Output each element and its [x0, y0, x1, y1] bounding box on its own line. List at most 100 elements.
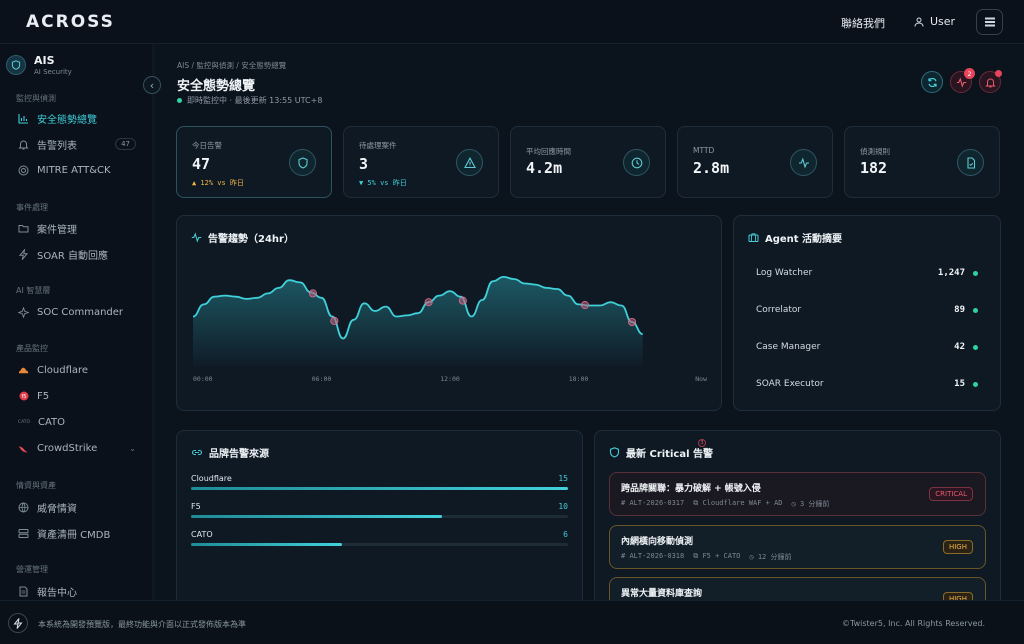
contact-link[interactable]: 聯絡我們 — [841, 17, 885, 30]
agent-status-dot — [973, 307, 978, 313]
brand-name: Cloudflare — [191, 474, 232, 483]
brand-row-f5[interactable]: F5 10 — [191, 502, 568, 518]
alert-trend-chart[interactable]: 00:00 06:00 12:00 18:00 Now — [177, 216, 723, 412]
alert-spike-point[interactable] — [330, 316, 339, 325]
alert-trend-title-text: 告警趨勢（24hr） — [208, 234, 294, 245]
nav-item-mitre[interactable]: MITRE ATT&CK — [18, 162, 136, 178]
nav-item-cato[interactable]: CATO CATO — [18, 414, 136, 430]
kpi-value: 3 — [359, 155, 369, 173]
alert-time: ◷ 3 分鐘前 — [791, 500, 830, 508]
brand-progress-fill — [191, 487, 568, 490]
kpi-card-mttd[interactable]: MTTD 2.8m — [677, 126, 833, 198]
brand-progress-track — [191, 515, 568, 518]
alert-meta: # ALT-2026-0317 ⧉ Cloudflare WAF + AD ◷ … — [621, 499, 829, 509]
hamburger-icon — [984, 21, 995, 23]
nav-item-case-management[interactable]: 案件管理 — [18, 220, 136, 236]
nav-item-label: CrowdStrike — [37, 442, 98, 454]
alert-source: ⧉ F5 + CATO — [693, 552, 741, 560]
nav-item-threat-intel[interactable]: 威脅情資 — [18, 499, 136, 515]
agent-status-dot — [973, 381, 978, 387]
nav-item-security-overview[interactable]: 安全態勢總覽 — [18, 110, 136, 126]
critical-alerts-title-text: 最新 Critical 告警 — [626, 449, 713, 460]
x-tick-label: 18:00 — [569, 375, 589, 383]
bolt-icon[interactable] — [8, 613, 28, 633]
kpi-label: 待處理案件 — [359, 141, 397, 150]
kpi-value: 47 — [192, 155, 211, 173]
folder-icon — [18, 223, 29, 234]
activity-count-badge: 2 — [964, 68, 975, 79]
sidebar-scrollbar[interactable] — [152, 44, 155, 600]
user-menu[interactable]: User — [914, 15, 955, 28]
nav-item-cloudflare[interactable]: Cloudflare — [18, 362, 136, 378]
critical-alert-item[interactable]: 內網橫向移動偵測 # ALT-2026-0318 ⧉ F5 + CATO ◷ 1… — [609, 525, 986, 569]
kpi-card-today-alerts[interactable]: 今日告警 47 ▲ 12% vs 昨日 — [176, 126, 332, 198]
kpi-card-avg-response[interactable]: 平均回應時間 4.2m — [510, 126, 666, 198]
activity-button[interactable]: 2 — [950, 68, 975, 93]
kpi-value: 4.2m — [526, 159, 563, 177]
brand-count: 6 — [563, 530, 568, 539]
agent-name: Correlator — [756, 305, 802, 315]
agent-row-log-watcher[interactable]: Log Watcher 1,247 — [756, 266, 978, 280]
nav-item-crowdstrike[interactable]: CrowdStrike ⌄ — [18, 440, 136, 456]
critical-alert-item[interactable]: 跨品牌關聯：暴力破解 + 帳號入侵 # ALT-2026-0317 ⧉ Clou… — [609, 472, 986, 516]
kpi-label: 偵測規則 — [860, 147, 890, 156]
nav-item-alerts[interactable]: 告警列表 47 — [18, 136, 136, 152]
nav-item-soar[interactable]: SOAR 自動回應 — [18, 246, 136, 262]
nav-section-intel: 情資與資產 — [16, 481, 56, 490]
alert-spike-point[interactable] — [580, 301, 589, 310]
alert-trend-title: 告警趨勢（24hr） — [191, 230, 294, 245]
kpi-value: 2.8m — [693, 159, 730, 177]
kpi-card-detection-rules[interactable]: 偵測規則 182 — [844, 126, 1000, 198]
chevron-down-icon[interactable]: ⌄ — [129, 443, 136, 453]
alert-source: ⧉ Cloudflare WAF + AD — [693, 499, 783, 507]
f5-logo: f5 — [18, 391, 29, 402]
activity-icon — [191, 232, 202, 243]
nav-item-label: MITRE ATT&CK — [37, 164, 111, 176]
nav-item-f5[interactable]: f5 F5 — [18, 388, 136, 404]
brand-alert-sources-title-text: 品牌告警來源 — [209, 449, 269, 460]
agent-row-soar-executor[interactable]: SOAR Executor 15 — [756, 377, 978, 391]
top-bar: ACROSS 聯絡我們 User — [0, 0, 1024, 44]
alert-spike-point[interactable] — [628, 318, 637, 327]
alert-spike-point[interactable] — [308, 289, 317, 298]
alert-id: # ALT-2026-0318 — [621, 552, 685, 560]
brand-progress-fill — [191, 543, 342, 546]
sparkle-icon — [18, 306, 29, 318]
menu-button[interactable] — [976, 9, 1003, 35]
notification-button[interactable] — [979, 70, 1002, 93]
nav-item-reports[interactable]: 報告中心 — [18, 583, 136, 599]
nav-section-monitoring: 監控與偵測 — [16, 94, 56, 103]
bell-icon — [18, 139, 29, 150]
agent-summary-title-text: Agent 活動摘要 — [765, 234, 843, 245]
logo[interactable]: ACROSS — [26, 12, 115, 32]
brand-row-cloudflare[interactable]: Cloudflare 15 — [191, 474, 568, 490]
brand-row-cato[interactable]: CATO 6 — [191, 530, 568, 546]
nav-item-cmdb[interactable]: 資產清冊 CMDB — [18, 525, 136, 541]
sidebar: AIS AI Security 監控與偵測 安全態勢總覽 告警列表 47 MIT… — [0, 44, 153, 600]
kpi-label: 平均回應時間 — [526, 147, 571, 156]
agent-row-case-manager[interactable]: Case Manager 42 — [756, 340, 978, 354]
sidebar-collapse-button[interactable]: ‹ — [143, 76, 161, 94]
nav-item-label: 資產清冊 CMDB — [37, 529, 111, 541]
nav-item-soc-commander[interactable]: SOC Commander — [18, 304, 136, 320]
refresh-button[interactable] — [921, 71, 943, 93]
file-icon — [957, 149, 984, 176]
globe-icon — [18, 502, 29, 513]
nav-section-ai: AI 智慧層 — [16, 286, 51, 295]
critical-count-badge: 3 — [698, 439, 706, 447]
shield-icon — [289, 149, 316, 176]
nav-item-label: 報告中心 — [37, 587, 77, 599]
alert-spike-point[interactable] — [458, 296, 467, 305]
link-icon — [191, 447, 203, 458]
kpi-card-pending-cases[interactable]: 待處理案件 3 ▼ 5% vs 昨日 — [343, 126, 499, 198]
sidebar-brand[interactable]: AIS AI Security — [6, 54, 72, 76]
nav-item-label: Cloudflare — [37, 364, 89, 376]
bell-icon — [984, 78, 996, 87]
agent-row-correlator[interactable]: Correlator 89 — [756, 303, 978, 317]
nav-item-label: 威脅情資 — [37, 503, 77, 515]
alert-spike-point[interactable] — [424, 298, 433, 307]
kpi-label: MTTD — [693, 146, 715, 155]
alert-time: ◷ 12 分鐘前 — [749, 553, 792, 561]
brand-progress-fill — [191, 515, 443, 518]
brand-name: CATO — [191, 530, 213, 539]
